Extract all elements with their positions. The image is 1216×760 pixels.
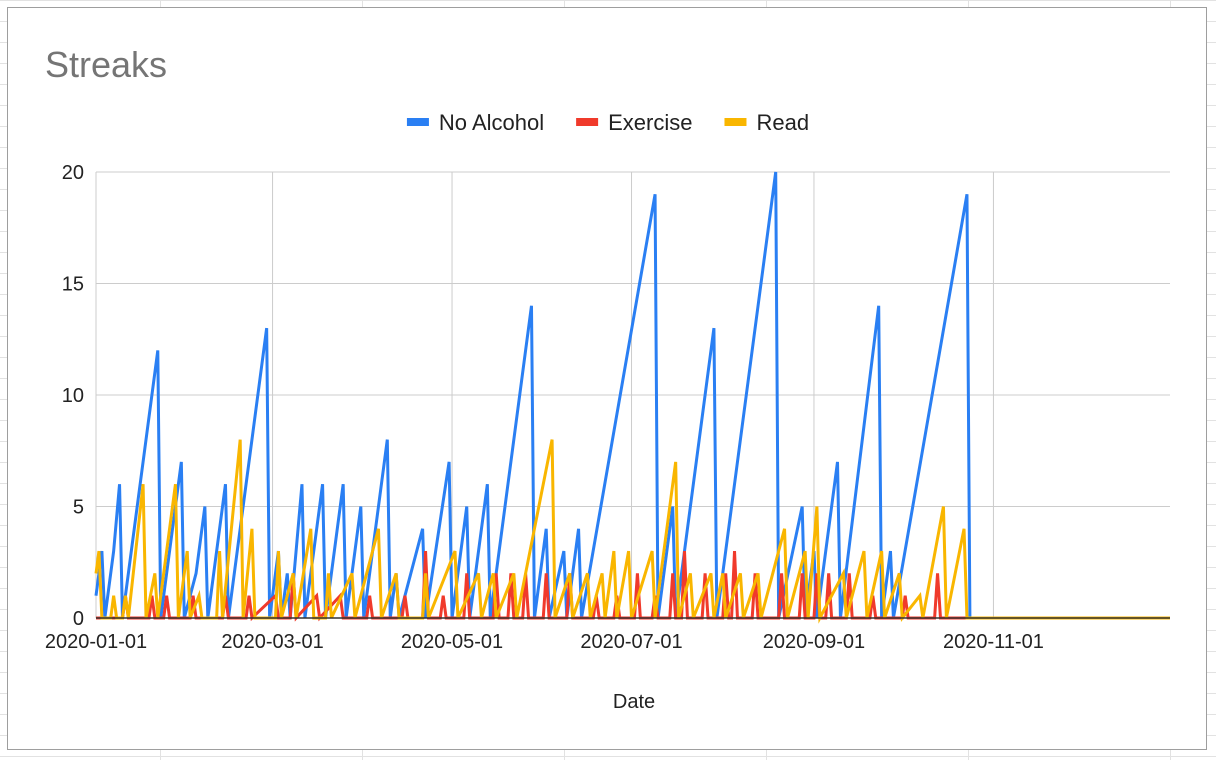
y-tick-label: 0 <box>73 608 84 630</box>
x-tick-label: 2020-03-01 <box>221 631 323 653</box>
y-tick-label: 10 <box>62 385 84 407</box>
x-tick-label: 2020-07-01 <box>580 631 682 653</box>
legend-label-read: Read <box>756 110 809 135</box>
x-tick-label: 2020-01-01 <box>45 631 147 653</box>
x-axis-title: Date <box>613 691 655 713</box>
y-tick-label: 5 <box>73 497 84 519</box>
legend-swatch-read <box>724 118 747 126</box>
x-tick-label: 2020-11-01 <box>943 631 1044 653</box>
x-tick-label: 2020-09-01 <box>763 631 865 653</box>
legend-swatch-exercise <box>576 118 599 126</box>
x-tick-label: 2020-05-01 <box>401 631 503 653</box>
legend-label-exercise: Exercise <box>608 110 692 135</box>
series-line-read <box>94 439 1170 624</box>
y-tick-label: 15 <box>62 274 84 296</box>
series-line-exercise <box>96 551 1170 622</box>
y-tick-label: 20 <box>62 162 84 184</box>
chart-title: Streaks <box>45 44 167 85</box>
chart-legend: No Alcohol Exercise Read <box>406 110 809 135</box>
legend-swatch-no-alcohol <box>406 118 429 126</box>
chart-axes: 0 5 10 15 20 2020-01-01 2020-03-01 2020-05-01 20… <box>45 162 1170 653</box>
chart-card[interactable] <box>7 7 1207 750</box>
legend-label-no-alcohol: No Alcohol <box>439 110 544 135</box>
chart-gridlines <box>95 171 1170 618</box>
